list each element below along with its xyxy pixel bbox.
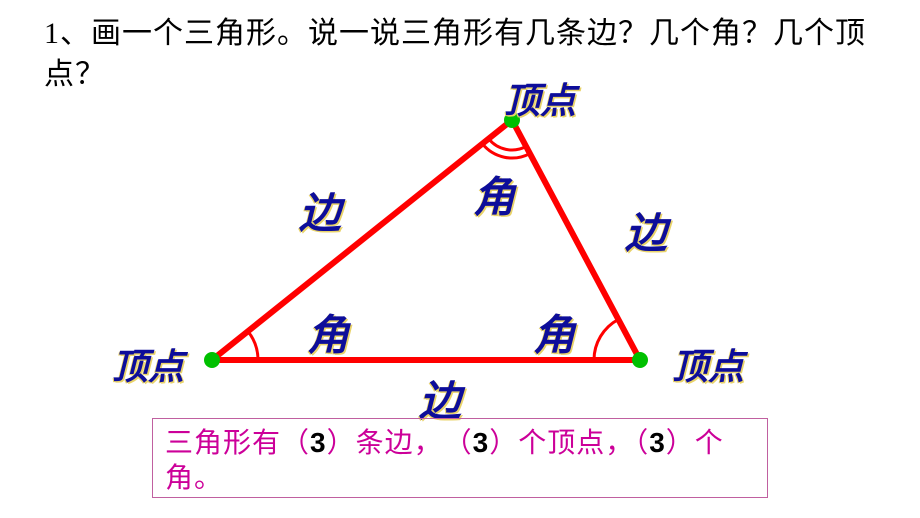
label-angle-right: 角 — [533, 302, 575, 363]
label-side-left: 边 — [299, 180, 341, 241]
label-vertex-top: 顶点 — [504, 72, 576, 124]
label-angle-top: 角 — [473, 164, 515, 225]
triangle-diagram: 顶点 顶点 顶点 边 边 边 角 角 角 — [0, 80, 920, 420]
answer-num-3: 3 — [649, 427, 666, 458]
answer-part-3: ）个顶点，（ — [489, 428, 649, 459]
label-angle-left: 角 — [307, 302, 349, 363]
answer-box: 三角形有（3）条边， （3）个顶点，（3）个角。 — [152, 418, 768, 498]
label-vertex-right: 顶点 — [672, 338, 744, 390]
label-vertex-left: 顶点 — [112, 338, 184, 390]
answer-num-1: 3 — [310, 427, 327, 458]
answer-num-2: 3 — [473, 427, 490, 458]
answer-part-1: 三角形有（ — [165, 428, 310, 459]
label-side-right: 边 — [625, 200, 667, 261]
answer-part-2: ）条边， （ — [327, 428, 473, 459]
